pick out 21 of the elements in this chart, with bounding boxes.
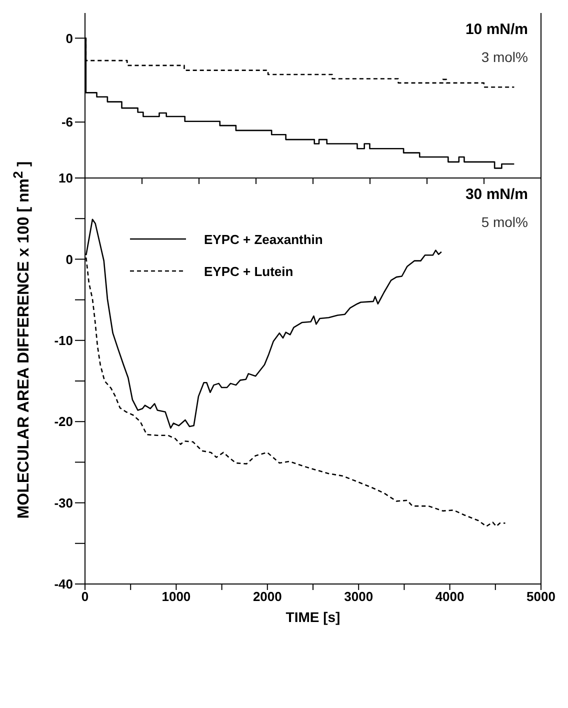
x-tick-label: 4000 — [435, 589, 464, 604]
y-tick-label: 0 — [66, 30, 73, 46]
y-tick-label: -6 — [61, 114, 73, 130]
x-tick-label: 1000 — [162, 589, 191, 604]
y-tick-label: 10 — [58, 170, 73, 186]
y-tick-label: 0 — [66, 252, 73, 267]
legend-label: EYPC + Lutein — [204, 264, 294, 278]
y-tick-label: -10 — [54, 333, 73, 348]
annotation: 5 mol% — [481, 214, 528, 230]
annotation: 10 mN/m — [465, 21, 528, 38]
y-tick-label: -40 — [54, 576, 73, 592]
x-tick-label: 2000 — [252, 589, 282, 604]
x-tick-label: 5000 — [526, 589, 556, 604]
x-tick-label: 3000 — [344, 589, 374, 604]
legend-label: EYPC + Zeaxanthin — [204, 232, 323, 246]
annotation: 3 mol% — [481, 49, 528, 65]
x-axis-title: TIME [s] — [286, 609, 340, 625]
annotation: 30 mN/m — [465, 186, 528, 203]
y-tick-label: -30 — [54, 495, 73, 510]
y-tick-label: -20 — [54, 414, 73, 430]
x-tick-label: 0 — [81, 589, 89, 604]
